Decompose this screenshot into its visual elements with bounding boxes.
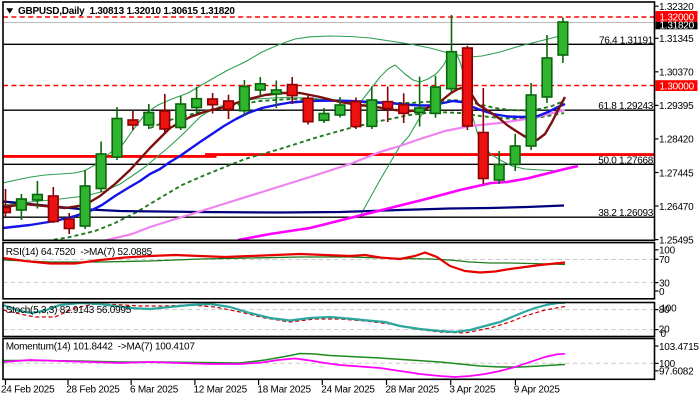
svg-text:1.32320: 1.32320 — [659, 2, 694, 13]
svg-text:12 Mar 2025: 12 Mar 2025 — [194, 385, 248, 396]
svg-text:1.30000: 1.30000 — [660, 82, 695, 93]
svg-text:97.6082: 97.6082 — [659, 367, 694, 378]
svg-text:28 Feb 2025: 28 Feb 2025 — [66, 385, 120, 396]
svg-text:1.27445: 1.27445 — [659, 168, 694, 179]
svg-text:28 Mar 2025: 28 Mar 2025 — [386, 385, 440, 396]
svg-text:24 Feb 2025: 24 Feb 2025 — [1, 385, 55, 396]
svg-text:1.31820: 1.31820 — [660, 21, 695, 32]
svg-text:80: 80 — [659, 305, 670, 316]
svg-text:1.26470: 1.26470 — [659, 202, 694, 213]
svg-text:0: 0 — [661, 329, 667, 340]
svg-text:1.28420: 1.28420 — [659, 135, 694, 146]
svg-text:Momentum(14) 101.8442 ->MA(7): Momentum(14) 101.8442 ->MA(7) 100.4107 — [6, 342, 196, 353]
svg-text:GBPUSD,Daily 1.30813 1.32010: GBPUSD,Daily 1.30813 1.32010 1.30615 1.3… — [18, 6, 235, 17]
svg-text:0: 0 — [659, 287, 665, 298]
svg-text:1.29395: 1.29395 — [659, 101, 694, 112]
svg-text:3 Apr 2025: 3 Apr 2025 — [449, 385, 496, 396]
svg-text:30: 30 — [659, 278, 670, 289]
svg-text:18 Mar 2025: 18 Mar 2025 — [257, 385, 311, 396]
svg-text:76.4 1.31191: 76.4 1.31191 — [599, 35, 654, 46]
svg-text:20: 20 — [659, 325, 670, 336]
svg-text:100: 100 — [659, 246, 676, 257]
svg-text:6 Mar 2025: 6 Mar 2025 — [130, 385, 179, 396]
svg-text:61.8 1.29243: 61.8 1.29243 — [598, 101, 654, 112]
svg-text:100: 100 — [661, 304, 678, 315]
svg-text:1.32000: 1.32000 — [660, 12, 695, 23]
svg-text:RSI(14) 64.7520 ->MA(7) 52.08: RSI(14) 64.7520 ->MA(7) 52.0885 — [6, 247, 153, 258]
svg-text:24 Mar 2025: 24 Mar 2025 — [321, 385, 375, 396]
svg-text:1.30370: 1.30370 — [659, 68, 694, 79]
svg-text:103.4715: 103.4715 — [659, 342, 699, 353]
svg-text:1.25495: 1.25495 — [659, 235, 694, 246]
svg-text:Stoch(5,3,3) 82.9143 56.0995: Stoch(5,3,3) 82.9143 56.0995 — [6, 305, 132, 316]
svg-text:100: 100 — [659, 359, 676, 370]
svg-text:50.0 1.27668: 50.0 1.27668 — [598, 155, 654, 166]
svg-text:38.2 1.26093: 38.2 1.26093 — [598, 208, 654, 219]
svg-text:9 Apr 2025: 9 Apr 2025 — [514, 385, 561, 396]
svg-text:70: 70 — [659, 255, 670, 266]
svg-text:1.31345: 1.31345 — [659, 34, 694, 45]
